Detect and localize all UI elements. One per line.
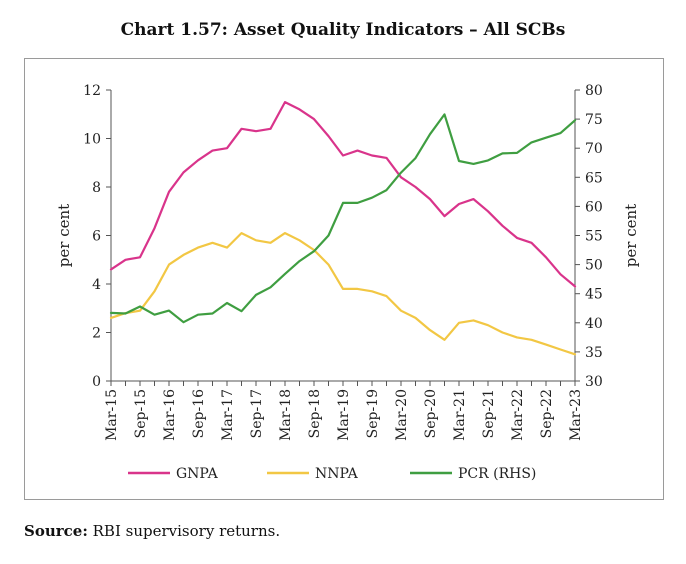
y-tick-label-right: 65 xyxy=(585,170,603,186)
y-tick-label-right: 30 xyxy=(585,374,603,390)
x-tick-label: Mar-23 xyxy=(568,389,584,441)
y-tick-label-left: 12 xyxy=(83,83,101,99)
axes-layer: 0 2 4 6 8 10 12 30 35 40 45 50 55 60 65 70 75 80 Mar-15 Sep… xyxy=(55,83,640,441)
series-line-pcr-rhs xyxy=(109,113,577,324)
x-tick-label: Mar-22 xyxy=(510,389,526,441)
chart-frame: 0 2 4 6 8 10 12 30 35 40 45 50 55 60 65 70 75 80 Mar-15 Sep… xyxy=(24,58,664,500)
legend-label: GNPA xyxy=(176,466,219,482)
x-tick-label: Mar-21 xyxy=(452,389,468,441)
y-tick-label-left: 8 xyxy=(92,180,101,196)
source-label: Source: xyxy=(24,522,88,540)
x-tick-label: Mar-18 xyxy=(278,389,294,441)
x-tick-label: Sep-15 xyxy=(133,389,149,438)
source-text: RBI supervisory returns. xyxy=(87,522,281,540)
x-tick-label: Sep-19 xyxy=(365,389,381,438)
x-tick-label: Sep-21 xyxy=(481,389,497,438)
line-chart: 0 2 4 6 8 10 12 30 35 40 45 50 55 60 65 70 75 80 Mar-15 Sep… xyxy=(55,83,640,482)
x-tick-label: Sep-22 xyxy=(539,389,555,438)
series-layer xyxy=(109,100,577,356)
y-tick-label-left: 0 xyxy=(92,374,101,390)
y-tick-label-right: 50 xyxy=(585,258,603,274)
x-tick-label: Mar-16 xyxy=(162,389,178,441)
y-tick-label-right: 45 xyxy=(585,287,603,303)
legend-label: NNPA xyxy=(315,466,359,482)
chart-title: Chart 1.57: Asset Quality Indicators – A… xyxy=(120,20,566,40)
y-axis-title-left: per cent xyxy=(55,204,73,267)
y-tick-label-right: 60 xyxy=(585,199,603,215)
y-tick-label-left: 6 xyxy=(92,229,101,245)
x-tick-label: Mar-20 xyxy=(394,389,410,441)
y-tick-label-left: 10 xyxy=(83,132,101,148)
y-tick-label-right: 40 xyxy=(585,316,603,332)
y-tick-label-right: 75 xyxy=(585,112,603,128)
y-tick-label-right: 80 xyxy=(585,83,603,99)
y-tick-label-left: 4 xyxy=(92,277,101,293)
y-tick-label-right: 55 xyxy=(585,229,603,245)
x-tick-label: Sep-18 xyxy=(307,389,323,438)
x-tick-label: Sep-17 xyxy=(249,389,265,438)
series-line-nnpa xyxy=(109,232,577,356)
series-line-gnpa xyxy=(109,100,577,288)
x-tick-label: Sep-16 xyxy=(191,389,207,438)
x-tick-label: Sep-20 xyxy=(423,389,439,438)
x-tick-label: Mar-19 xyxy=(336,389,352,441)
source-note: Source: RBI supervisory returns. xyxy=(24,522,280,540)
y-axis-title-right: per cent xyxy=(622,204,640,267)
y-tick-label-right: 70 xyxy=(585,141,603,157)
y-tick-label-left: 2 xyxy=(92,326,101,342)
legend-label: PCR (RHS) xyxy=(458,466,536,482)
x-tick-label: Mar-17 xyxy=(220,389,236,441)
y-tick-label-right: 35 xyxy=(585,345,603,361)
x-tick-label: Mar-15 xyxy=(104,389,120,441)
legend: GNPA NNPA PCR (RHS) xyxy=(128,466,536,482)
